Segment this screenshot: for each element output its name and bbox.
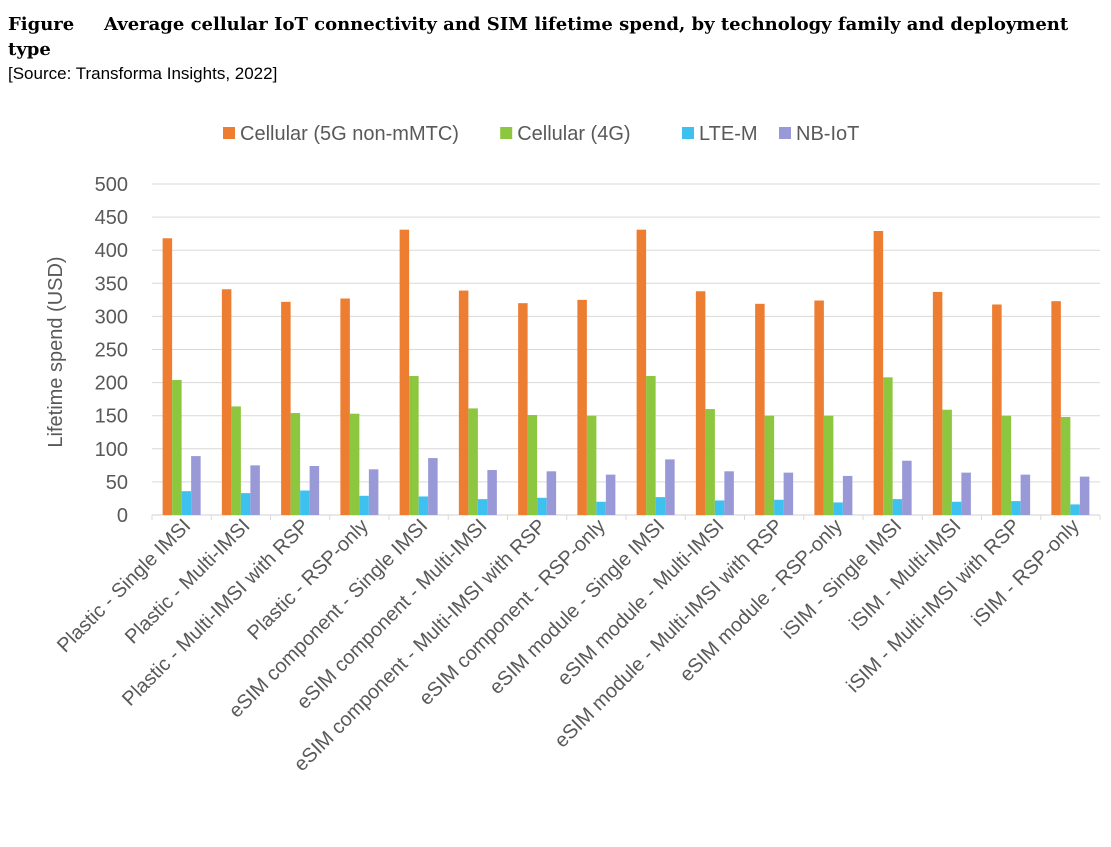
bar xyxy=(1070,504,1080,515)
bar xyxy=(1002,416,1012,515)
bar xyxy=(893,499,903,515)
legend-swatch xyxy=(223,127,235,139)
bar xyxy=(300,491,310,515)
bar xyxy=(596,502,606,515)
bar xyxy=(172,380,182,515)
figure-label: Figure xyxy=(8,12,104,37)
legend-label: LTE-M xyxy=(699,123,758,145)
bar xyxy=(359,496,369,515)
bar xyxy=(814,301,824,515)
bar xyxy=(696,291,706,515)
bar xyxy=(656,497,666,515)
legend-swatch xyxy=(682,127,694,139)
bar xyxy=(942,410,952,515)
y-axis-label: Lifetime spend (USD) xyxy=(45,256,67,447)
bar xyxy=(369,469,379,515)
bar xyxy=(784,473,794,515)
bar xyxy=(409,376,419,515)
figure-title-block: Figure Average cellular IoT connectivity … xyxy=(8,12,1103,62)
bar xyxy=(518,303,528,515)
bar xyxy=(468,408,478,515)
y-tick-label: 50 xyxy=(106,472,128,494)
y-tick-label: 400 xyxy=(95,240,128,262)
bar xyxy=(250,465,260,515)
bar xyxy=(715,500,725,515)
bar xyxy=(774,500,784,515)
y-tick-label: 350 xyxy=(95,273,128,295)
legend-swatch xyxy=(500,127,512,139)
y-tick-label: 500 xyxy=(95,174,128,196)
bar xyxy=(163,238,173,515)
bar xyxy=(705,409,715,515)
legend-swatch xyxy=(779,127,791,139)
bar xyxy=(874,231,884,515)
chart-bars xyxy=(163,230,1090,515)
bar xyxy=(577,300,587,515)
bar xyxy=(291,413,301,515)
legend-label: NB-IoT xyxy=(796,123,859,145)
legend-label: Cellular (4G) xyxy=(517,123,630,145)
bar xyxy=(537,498,547,515)
bar xyxy=(765,416,775,515)
bar xyxy=(428,458,438,515)
bar xyxy=(400,230,410,515)
bar xyxy=(1051,301,1061,515)
bar xyxy=(724,471,734,515)
bar xyxy=(1021,475,1031,515)
bar xyxy=(833,502,843,515)
bar xyxy=(824,416,834,515)
bar xyxy=(1011,501,1021,515)
bar xyxy=(222,289,232,515)
bar xyxy=(883,377,893,515)
y-axis: 0 50 100 150 200 250 300 350 400 450 500 xyxy=(95,174,128,527)
y-tick-label: 450 xyxy=(95,207,128,229)
y-tick-label: 100 xyxy=(95,439,128,461)
bar xyxy=(587,416,597,515)
bar xyxy=(231,406,241,515)
bar xyxy=(646,376,656,515)
bar xyxy=(547,471,557,515)
figure-title: Average cellular IoT connectivity and SI… xyxy=(8,14,1068,60)
y-tick-label: 300 xyxy=(95,306,128,328)
bar xyxy=(419,496,429,515)
bar xyxy=(952,502,962,515)
x-tick-label: iSIM - Multi-IMSI xyxy=(845,515,965,635)
bar xyxy=(478,499,488,515)
bar xyxy=(310,466,320,515)
bar xyxy=(755,304,765,515)
chart-legend: Cellular (5G non-mMTC) Cellular (4G) LTE-M… xyxy=(223,123,859,145)
bar xyxy=(487,470,497,515)
y-tick-label: 150 xyxy=(95,406,128,428)
bar xyxy=(606,475,616,515)
figure-source: [Source: Transforma Insights, 2022] xyxy=(8,64,277,84)
bar xyxy=(340,299,350,515)
bar-chart: Cellular (5G non-mMTC) Cellular (4G) LTE-M… xyxy=(0,100,1111,847)
bar xyxy=(665,459,675,515)
bar xyxy=(528,415,538,515)
y-tick-label: 0 xyxy=(117,505,128,527)
bar xyxy=(182,491,192,515)
y-tick-label: 200 xyxy=(95,373,128,395)
bar xyxy=(961,473,971,515)
bar xyxy=(902,461,912,515)
bar xyxy=(1080,477,1090,515)
bar xyxy=(637,230,647,515)
y-tick-label: 250 xyxy=(95,340,128,362)
bar xyxy=(992,304,1002,515)
legend-label: Cellular (5G non-mMTC) xyxy=(240,123,459,145)
bar xyxy=(1061,417,1071,515)
bar xyxy=(843,476,853,515)
bar xyxy=(281,302,291,515)
x-tick-label: iSIM - RSP-only xyxy=(968,515,1084,631)
bar xyxy=(933,292,943,515)
bar xyxy=(350,414,360,515)
bar xyxy=(459,291,469,515)
bar xyxy=(241,493,251,515)
bar xyxy=(191,456,201,515)
